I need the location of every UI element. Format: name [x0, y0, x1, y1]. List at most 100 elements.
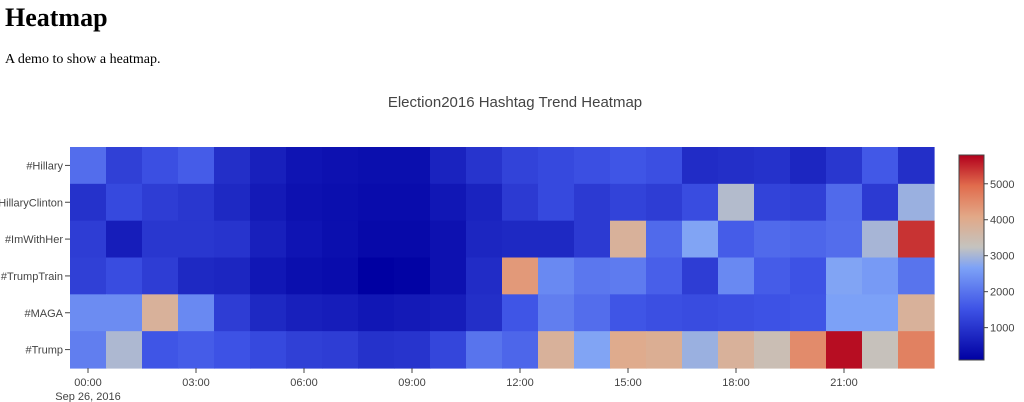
heatmap-cell[interactable]: [862, 183, 899, 222]
heatmap-cell[interactable]: [214, 220, 251, 259]
heatmap-cell[interactable]: [178, 147, 215, 185]
heatmap-cell[interactable]: [430, 331, 467, 369]
heatmap-cell[interactable]: [718, 147, 755, 185]
heatmap-cell[interactable]: [754, 183, 791, 222]
heatmap-cell[interactable]: [250, 331, 287, 369]
heatmap-cell[interactable]: [682, 331, 719, 369]
heatmap-cell[interactable]: [106, 331, 143, 369]
heatmap-cell[interactable]: [466, 294, 503, 332]
heatmap-cell[interactable]: [250, 147, 287, 185]
heatmap-cell[interactable]: [430, 257, 467, 295]
heatmap-cell[interactable]: [790, 220, 827, 259]
heatmap-cell[interactable]: [466, 147, 503, 185]
heatmap-chart[interactable]: Election2016 Hashtag Trend Heatmap #Hill…: [0, 80, 1024, 402]
heatmap-cell[interactable]: [754, 220, 791, 259]
heatmap-cell[interactable]: [682, 220, 719, 259]
heatmap-cell[interactable]: [574, 183, 611, 222]
heatmap-cell[interactable]: [322, 294, 359, 332]
heatmap-cell[interactable]: [106, 183, 143, 222]
heatmap-cell[interactable]: [754, 331, 791, 369]
heatmap-cell[interactable]: [214, 183, 251, 222]
heatmap-cell[interactable]: [394, 294, 431, 332]
heatmap-cell[interactable]: [790, 294, 827, 332]
heatmap-cell[interactable]: [70, 220, 107, 259]
heatmap-cell[interactable]: [70, 257, 107, 295]
heatmap-cell[interactable]: [178, 331, 215, 369]
heatmap-cell[interactable]: [430, 183, 467, 222]
heatmap-cell[interactable]: [286, 147, 323, 185]
heatmap-cell[interactable]: [502, 183, 539, 222]
heatmap-cell[interactable]: [682, 183, 719, 222]
heatmap-cell[interactable]: [178, 294, 215, 332]
heatmap-cell[interactable]: [862, 257, 899, 295]
heatmap-cell[interactable]: [430, 294, 467, 332]
heatmap-cell[interactable]: [250, 220, 287, 259]
heatmap-cell[interactable]: [322, 331, 359, 369]
heatmap-cell[interactable]: [430, 147, 467, 185]
heatmap-cell[interactable]: [790, 257, 827, 295]
heatmap-cell[interactable]: [610, 183, 647, 222]
heatmap-cell[interactable]: [286, 220, 323, 259]
heatmap-cell[interactable]: [790, 183, 827, 222]
heatmap-cell[interactable]: [106, 294, 143, 332]
heatmap-cell[interactable]: [394, 147, 431, 185]
heatmap-cell[interactable]: [106, 147, 143, 185]
heatmap-cell[interactable]: [178, 220, 215, 259]
heatmap-cell[interactable]: [826, 294, 863, 332]
heatmap-cell[interactable]: [106, 257, 143, 295]
heatmap-cell[interactable]: [538, 183, 575, 222]
heatmap-cell[interactable]: [286, 294, 323, 332]
heatmap-cell[interactable]: [826, 220, 863, 259]
heatmap-cell[interactable]: [718, 294, 755, 332]
heatmap-cell[interactable]: [502, 220, 539, 259]
heatmap-cell[interactable]: [538, 294, 575, 332]
heatmap-cell[interactable]: [358, 220, 395, 259]
heatmap-cell[interactable]: [466, 220, 503, 259]
heatmap-cell[interactable]: [358, 294, 395, 332]
heatmap-cell[interactable]: [610, 257, 647, 295]
heatmap-cell[interactable]: [250, 257, 287, 295]
heatmap-cell[interactable]: [322, 257, 359, 295]
heatmap-cell[interactable]: [322, 220, 359, 259]
heatmap-cell[interactable]: [862, 331, 899, 369]
heatmap-cell[interactable]: [754, 257, 791, 295]
heatmap-cell[interactable]: [214, 257, 251, 295]
heatmap-cell[interactable]: [142, 257, 179, 295]
heatmap-cell[interactable]: [502, 257, 539, 295]
heatmap-cell[interactable]: [358, 147, 395, 185]
heatmap-cell[interactable]: [358, 331, 395, 369]
heatmap-cell[interactable]: [394, 183, 431, 222]
heatmap-cell[interactable]: [574, 220, 611, 259]
heatmap-cell[interactable]: [394, 331, 431, 369]
heatmap-cell[interactable]: [898, 147, 935, 185]
heatmap-cell[interactable]: [718, 331, 755, 369]
heatmap-cell[interactable]: [898, 331, 935, 369]
heatmap-cell[interactable]: [286, 183, 323, 222]
heatmap-cell[interactable]: [142, 294, 179, 332]
heatmap-cell[interactable]: [646, 220, 683, 259]
heatmap-cell[interactable]: [286, 331, 323, 369]
heatmap-cell[interactable]: [682, 257, 719, 295]
heatmap-cell[interactable]: [394, 220, 431, 259]
heatmap-cell[interactable]: [466, 257, 503, 295]
heatmap-cell[interactable]: [394, 257, 431, 295]
heatmap-cell[interactable]: [574, 257, 611, 295]
heatmap-cell[interactable]: [178, 257, 215, 295]
heatmap-cell[interactable]: [358, 257, 395, 295]
heatmap-cell[interactable]: [718, 257, 755, 295]
heatmap-cell[interactable]: [610, 331, 647, 369]
heatmap-cell[interactable]: [538, 257, 575, 295]
heatmap-cell[interactable]: [646, 147, 683, 185]
heatmap-cell[interactable]: [70, 147, 107, 185]
heatmap-cell[interactable]: [250, 294, 287, 332]
heatmap-cell[interactable]: [322, 147, 359, 185]
heatmap-cell[interactable]: [646, 257, 683, 295]
heatmap-cell[interactable]: [754, 294, 791, 332]
heatmap-cell[interactable]: [70, 294, 107, 332]
heatmap-svg[interactable]: Election2016 Hashtag Trend Heatmap #Hill…: [0, 80, 1024, 402]
heatmap-cell[interactable]: [214, 331, 251, 369]
heatmap-cell[interactable]: [574, 331, 611, 369]
heatmap-cell[interactable]: [862, 294, 899, 332]
heatmap-cell[interactable]: [610, 220, 647, 259]
heatmap-cell[interactable]: [610, 147, 647, 185]
